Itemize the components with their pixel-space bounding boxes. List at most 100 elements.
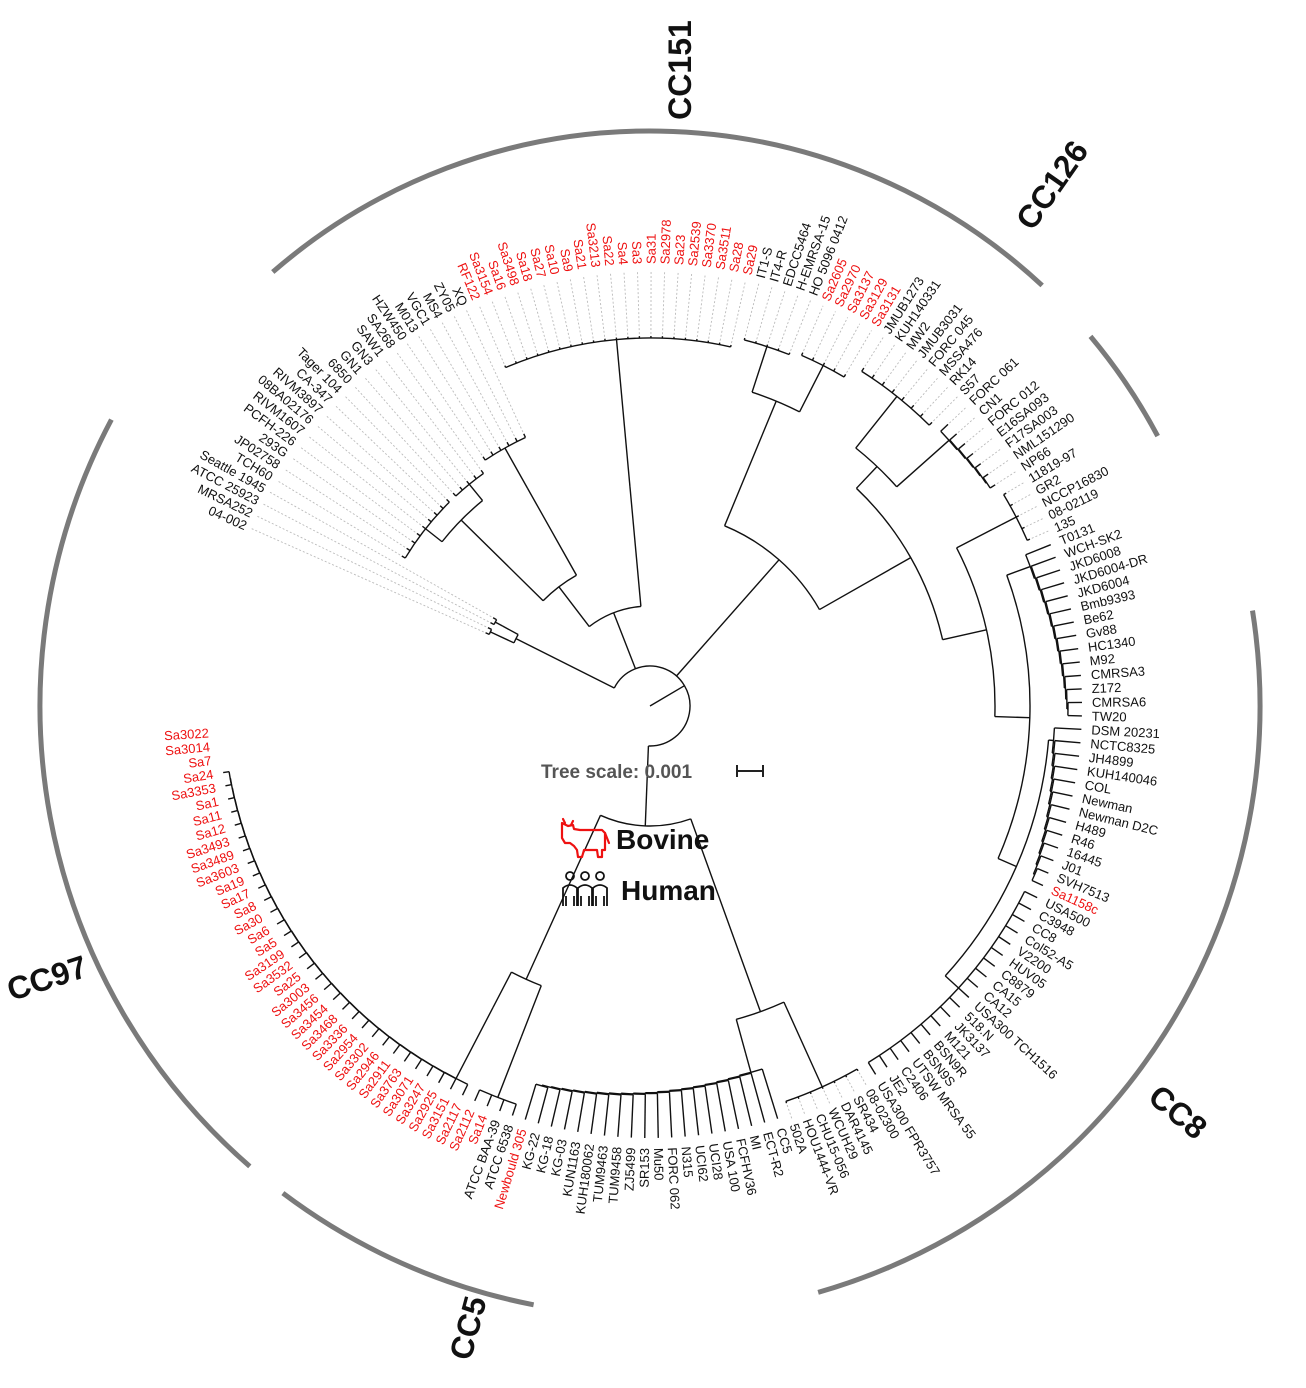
branch (891, 389, 896, 394)
branch (1054, 765, 1078, 771)
branch (291, 941, 299, 948)
branch (497, 1036, 522, 1098)
leaf-guide (790, 300, 811, 351)
branch (515, 638, 615, 689)
leaf-label: Sa3 (629, 241, 645, 265)
branch (822, 362, 826, 366)
leaf-guide (949, 406, 968, 424)
branch (1040, 855, 1054, 862)
branch (504, 365, 507, 368)
branch (603, 1094, 610, 1136)
branch (855, 466, 878, 489)
branch (821, 1086, 824, 1089)
branch (940, 423, 949, 432)
branch (558, 586, 590, 627)
branch (743, 337, 746, 341)
branch-arc (966, 457, 981, 477)
branch (283, 930, 292, 937)
branch (1049, 816, 1067, 823)
leaf-guide (418, 336, 491, 451)
leaf-guide (744, 283, 760, 337)
branch (1037, 867, 1049, 874)
leaf-guide (325, 414, 433, 512)
leaf-guide (453, 316, 515, 437)
branch (401, 555, 406, 559)
leaf-guide (846, 330, 872, 373)
legend: Bovine Human (560, 817, 716, 906)
branch (498, 446, 502, 451)
leaf-guide (799, 1100, 805, 1114)
leaf-guide (835, 1084, 843, 1098)
leaf-guide (556, 280, 571, 343)
leaf-label: Sa2978 (657, 219, 674, 264)
branch-arc (949, 439, 966, 459)
leaf-guide (429, 329, 499, 446)
branch (433, 511, 438, 516)
leaf-guide (384, 359, 474, 475)
branch (371, 1028, 380, 1038)
branch (526, 487, 578, 576)
branch (487, 627, 492, 631)
branch (468, 483, 484, 502)
branch (494, 621, 503, 627)
leaf-label: Sa29 (740, 243, 761, 276)
leaf-guide (685, 271, 693, 336)
leaf-guide (503, 294, 527, 356)
branch (727, 1080, 740, 1129)
leaf-label: TUM9463 (590, 1145, 611, 1203)
leaf-guide (395, 351, 481, 469)
leaf-label: Sa3022 (164, 725, 210, 743)
branch (994, 715, 1030, 719)
leaf-guide (767, 291, 786, 343)
branch (896, 439, 950, 488)
branch-arc (551, 1086, 573, 1093)
branch (1025, 544, 1052, 556)
leaf-label: Sa23 (671, 234, 688, 265)
branch-arc (1061, 663, 1066, 689)
branch (1052, 791, 1073, 797)
leaf-guide (982, 447, 1002, 463)
leaf-guide (847, 1078, 855, 1092)
branch (490, 451, 494, 456)
leaf-guide (803, 305, 824, 351)
branch-arc (1045, 601, 1053, 627)
branch (466, 480, 470, 485)
leaf-guide (316, 424, 427, 519)
branch (930, 1015, 941, 1027)
branch (1006, 565, 1031, 576)
branch (473, 475, 477, 480)
branch-arc (1046, 791, 1054, 817)
branch-arc (1040, 589, 1049, 615)
branch (446, 498, 450, 503)
branch (270, 907, 278, 913)
legend-item-human: Human (562, 871, 716, 906)
leaf-guide (623, 270, 629, 335)
leaf-label: COL (1084, 777, 1113, 797)
branch (723, 400, 777, 527)
branch (523, 433, 527, 438)
branch (910, 1032, 921, 1044)
leaf-guide (257, 515, 487, 628)
leaf-guide (529, 286, 549, 349)
branch (514, 437, 518, 442)
branch (452, 492, 457, 497)
branch (524, 1083, 537, 1120)
branch (459, 486, 463, 491)
branch (382, 1036, 390, 1046)
branch-arc (479, 1089, 517, 1105)
branch (675, 559, 780, 677)
branch (1053, 778, 1076, 784)
leaf-guide-lines (251, 269, 1050, 1119)
branch-arc (613, 665, 691, 747)
leaf-label: Gv88 (1085, 621, 1118, 641)
branch (998, 936, 1011, 945)
leaf-guide (875, 344, 895, 374)
branch-arc (488, 629, 493, 635)
branch (798, 365, 824, 413)
branch (1046, 829, 1063, 836)
branch (1003, 492, 1007, 496)
branch-arc (542, 574, 577, 602)
branch (949, 433, 958, 441)
branch (439, 505, 444, 510)
branch (1018, 902, 1032, 911)
